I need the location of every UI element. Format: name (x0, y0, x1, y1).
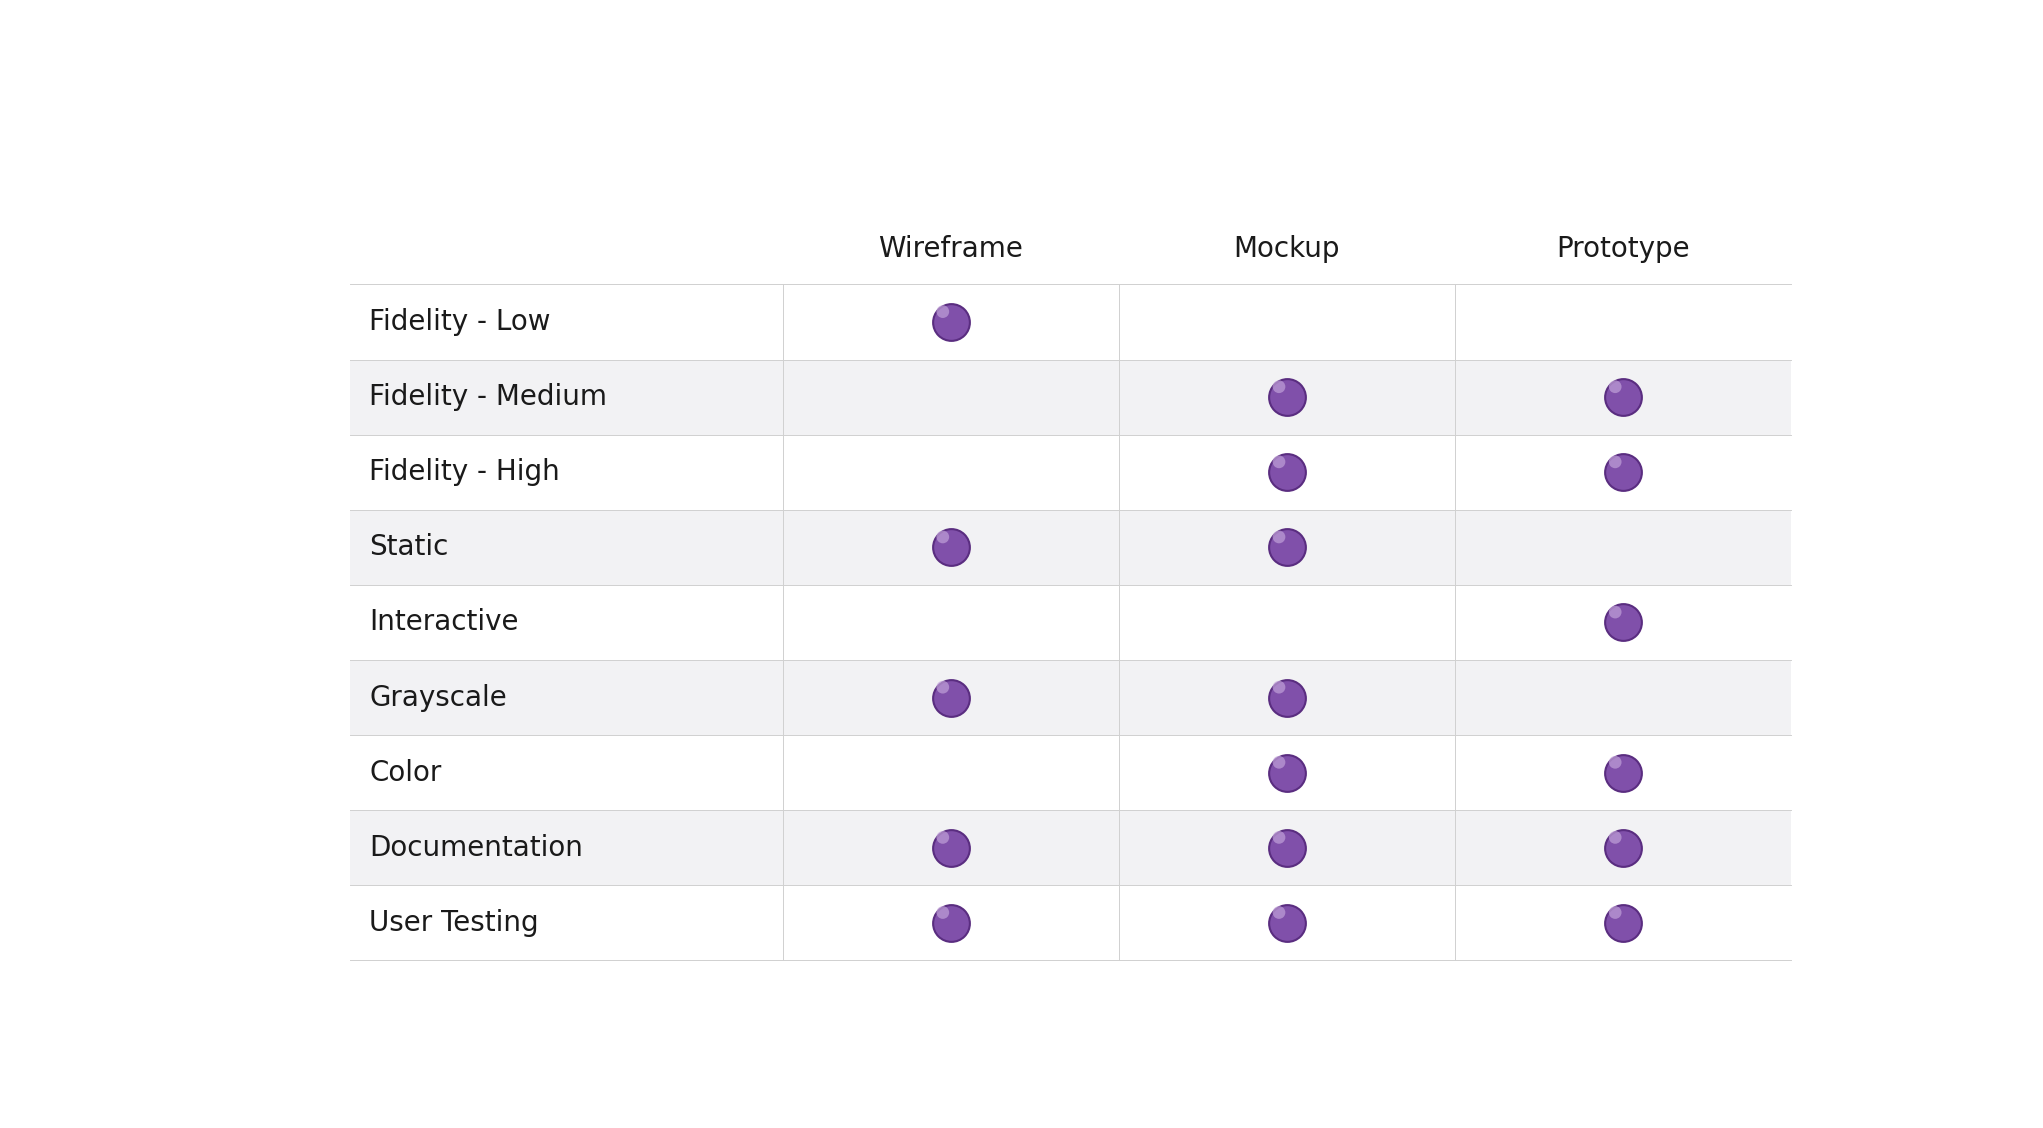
Point (925, 828, 958, 846)
Point (1600, 378, 1632, 396)
Point (1600, 828, 1632, 846)
Point (934, 839, 966, 857)
Text: Prototype: Prototype (1557, 235, 1690, 263)
Point (1271, 388, 1303, 406)
Bar (351, 284, 1792, 360)
Bar (351, 510, 1792, 585)
Point (925, 302, 958, 320)
Bar (351, 213, 1792, 961)
Point (934, 914, 966, 932)
Text: Interactive: Interactive (370, 608, 519, 636)
Bar (351, 660, 1792, 735)
Point (934, 538, 966, 556)
Point (1271, 914, 1303, 932)
Text: Color: Color (370, 759, 441, 786)
Point (1263, 754, 1295, 772)
Point (1263, 828, 1295, 846)
Point (1606, 614, 1638, 632)
Point (925, 528, 958, 546)
Point (1600, 754, 1632, 772)
Text: Fidelity - Medium: Fidelity - Medium (370, 384, 607, 412)
Point (1271, 839, 1303, 857)
Bar (351, 885, 1792, 961)
Point (1271, 464, 1303, 482)
Text: User Testing: User Testing (370, 909, 539, 937)
Point (925, 904, 958, 922)
Point (1263, 678, 1295, 696)
Text: Mockup: Mockup (1234, 235, 1340, 263)
Text: Wireframe: Wireframe (878, 235, 1024, 263)
Point (1263, 528, 1295, 546)
Text: Grayscale: Grayscale (370, 684, 507, 712)
Bar (351, 585, 1792, 660)
Point (1600, 452, 1632, 470)
Bar (351, 810, 1792, 885)
Point (1606, 764, 1638, 782)
Point (1600, 603, 1632, 622)
Point (1271, 764, 1303, 782)
Text: Fidelity - High: Fidelity - High (370, 458, 560, 486)
Point (1271, 538, 1303, 556)
Point (1606, 839, 1638, 857)
Point (1606, 464, 1638, 482)
Text: Documentation: Documentation (370, 834, 582, 862)
Point (1263, 378, 1295, 396)
Point (1263, 904, 1295, 922)
Point (925, 678, 958, 696)
Text: Fidelity - Low: Fidelity - Low (370, 308, 552, 336)
Point (1606, 914, 1638, 932)
Point (1600, 904, 1632, 922)
Bar (351, 360, 1792, 434)
Bar (351, 434, 1792, 510)
Point (934, 688, 966, 706)
Bar (351, 735, 1792, 810)
Point (934, 314, 966, 332)
Point (1271, 688, 1303, 706)
Point (1606, 388, 1638, 406)
Text: Static: Static (370, 534, 449, 562)
Point (1263, 452, 1295, 470)
